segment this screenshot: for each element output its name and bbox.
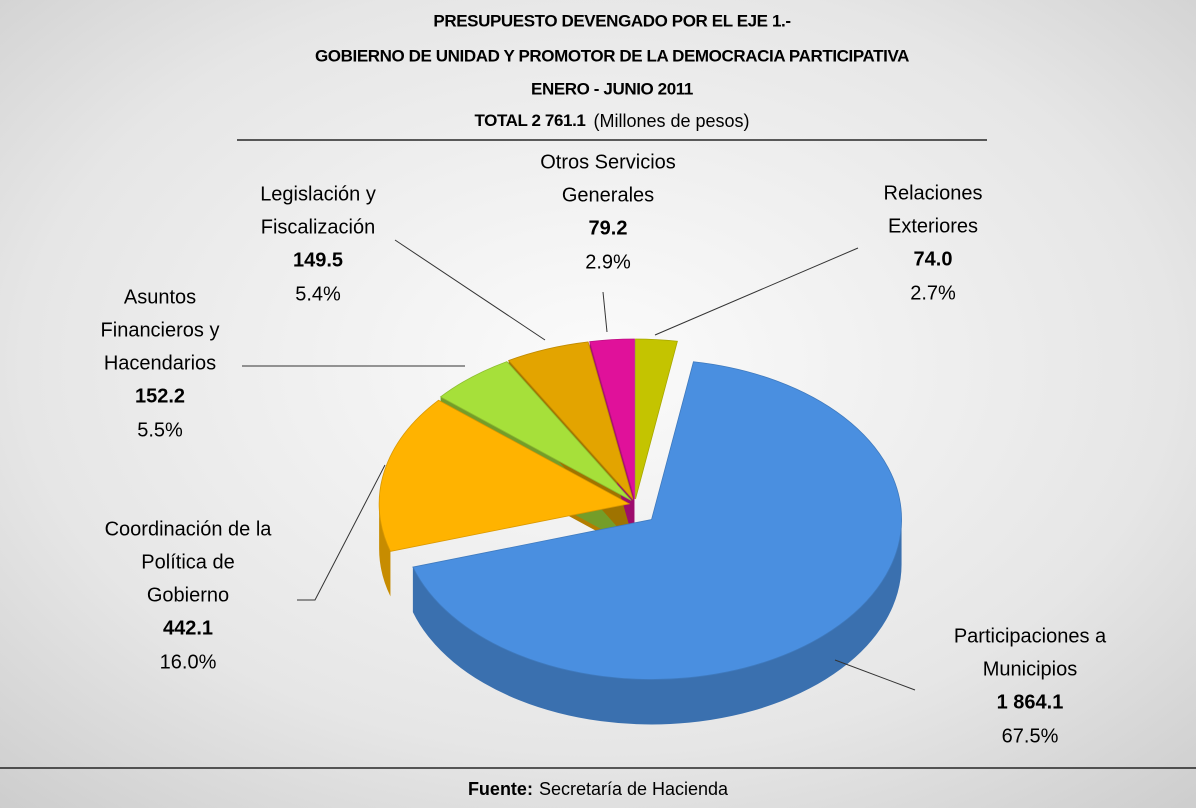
value-label: 152.2 (135, 385, 185, 407)
leader-line (297, 464, 386, 601)
slice-label: Fiscalización (261, 216, 375, 238)
leader-line (602, 291, 608, 333)
leader-line (654, 247, 859, 336)
title-line: PRESUPUESTO DEVENGADO POR EL EJE 1.- (433, 11, 790, 30)
slice-label: Exteriores (888, 215, 978, 237)
total: TOTAL 2 761.1 (474, 111, 585, 130)
slice (412, 361, 902, 680)
slice-label: Relaciones (884, 182, 983, 204)
source-text: Secretaría de Hacienda (539, 779, 729, 799)
slice (589, 338, 635, 500)
pie (378, 338, 902, 725)
percent-label: 16.0% (160, 651, 217, 673)
slice-label: Gobierno (147, 584, 229, 606)
slice-label: Municipios (983, 658, 1077, 680)
percent-label: 2.9% (585, 251, 631, 273)
subtitle: TOTAL 2 761.1 (Millones de pesos) (474, 111, 749, 131)
percent-label: 2.7% (910, 282, 956, 304)
percent-label: 67.5% (1002, 725, 1059, 747)
slice (507, 341, 634, 500)
slice (378, 399, 631, 552)
slice-label: Participaciones a (954, 625, 1107, 647)
unit: (Millones de pesos) (593, 111, 749, 131)
slice-label: Financieros y (101, 319, 220, 341)
source-label: Fuente: (468, 779, 533, 799)
slice-label: Hacendarios (104, 352, 216, 374)
slice-side (379, 503, 391, 597)
leader-line (394, 239, 546, 341)
leader-line (834, 659, 916, 691)
slice-label: Generales (562, 184, 654, 206)
slice-side (412, 519, 902, 725)
slice-label: Otros Servicios (540, 151, 676, 173)
slice (635, 338, 678, 500)
percent-label: 5.4% (295, 283, 341, 305)
value-label: 442.1 (163, 617, 213, 639)
value-label: 149.5 (293, 249, 343, 271)
title-line: ENERO - JUNIO 2011 (531, 79, 693, 98)
slice-label: Política de (141, 551, 234, 573)
title-line: GOBIERNO DE UNIDAD Y PROMOTOR DE LA DEMO… (315, 46, 909, 65)
slice (439, 361, 632, 501)
value-label: 1 864.1 (997, 691, 1064, 713)
source: Fuente: Secretaría de Hacienda (468, 779, 729, 799)
slice-label: Coordinación de la (105, 518, 273, 540)
value-label: 74.0 (914, 248, 953, 270)
percent-label: 5.5% (137, 419, 183, 441)
value-label: 79.2 (589, 217, 628, 239)
slice-label: Legislación y (260, 183, 376, 205)
slice-label: Asuntos (124, 286, 196, 308)
